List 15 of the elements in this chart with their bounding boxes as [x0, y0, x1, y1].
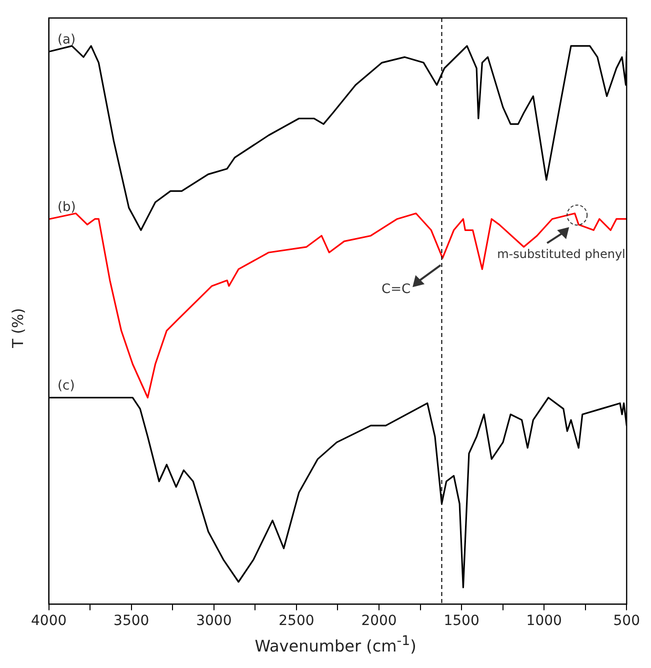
x-axis-title: Wavenumber (cm$^{-1}$): [254, 634, 418, 656]
x-tick-label: 2000: [361, 613, 397, 630]
series-label: (a): [57, 32, 76, 48]
annotation: C=C: [382, 282, 411, 298]
x-tick-label: 2500: [278, 613, 314, 630]
x-tick-label: 500: [613, 613, 640, 630]
series-label: (b): [57, 200, 76, 215]
x-tick-label: 3500: [114, 613, 150, 630]
x-tick-label: 1000: [526, 613, 562, 630]
x-tick-label: 1500: [444, 613, 480, 630]
y-axis-title: T (%): [9, 308, 28, 348]
x-tick-label: 4000: [30, 613, 67, 630]
series-label: (c): [57, 378, 75, 394]
x-tick-label: 3000: [196, 613, 232, 630]
annotation: m-substituted phenyl: [497, 247, 626, 262]
